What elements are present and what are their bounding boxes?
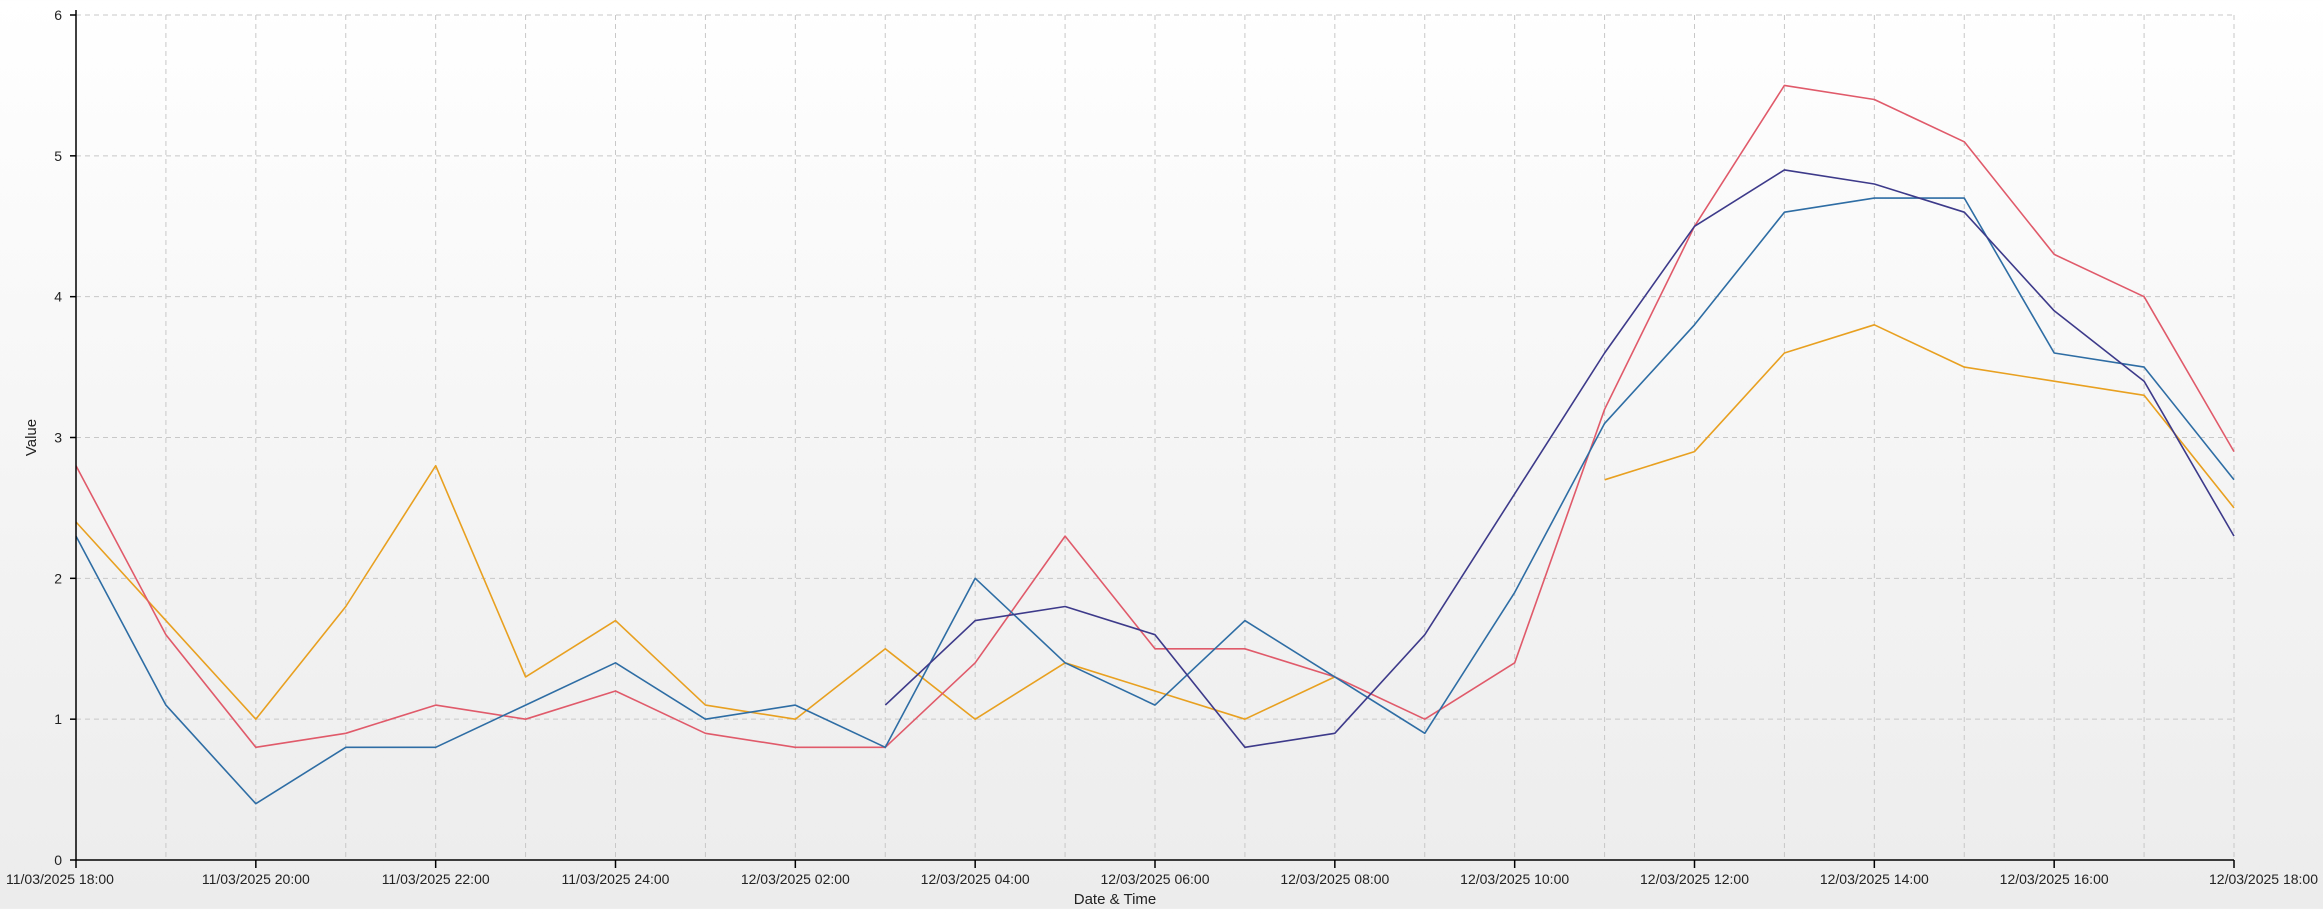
- x-tick-label: 12/03/2025 10:00: [1460, 871, 1569, 887]
- y-tick-label: 2: [54, 570, 62, 586]
- series-3-line: [75, 197, 2235, 805]
- x-tick-label: 11/03/2025 20:00: [202, 871, 310, 887]
- y-tick-label: 1: [54, 711, 62, 727]
- y-axis-title: Value: [23, 419, 40, 456]
- y-tick-label: 0: [54, 852, 62, 868]
- tick-labels: 0 1 2 3 4 5 6 11/03/2025 18:00 11/03/2025 20:00 1…: [6, 7, 2318, 887]
- x-tick-label: 11/03/2025 18:00: [6, 871, 114, 887]
- series-4-line: [884, 169, 2235, 749]
- series-1-line: [75, 464, 1336, 721]
- series-1-line: [1604, 323, 2235, 509]
- series-lines: [75, 84, 2235, 805]
- x-tick-label: 11/03/2025 22:00: [382, 871, 490, 887]
- axes: [75, 10, 2234, 861]
- x-tick-label: 12/03/2025 14:00: [1820, 871, 1929, 887]
- x-tick-label: 12/03/2025 16:00: [2000, 871, 2109, 887]
- x-tick-label: 12/03/2025 08:00: [1280, 871, 1389, 887]
- x-axis-title: Date & Time: [1074, 891, 1157, 908]
- x-tick-label: 11/03/2025 24:00: [562, 871, 670, 887]
- x-tick-label: 12/03/2025 02:00: [741, 871, 850, 887]
- x-tick-label: 12/03/2025 06:00: [1101, 871, 1210, 887]
- x-tick-label: 12/03/2025 04:00: [921, 871, 1030, 887]
- grid-lines: [76, 14, 2235, 860]
- y-tick-label: 6: [54, 7, 62, 23]
- x-tick-label: 12/03/2025 18:00: [2209, 871, 2318, 887]
- y-tick-label: 3: [54, 430, 62, 446]
- x-tick-label: 12/03/2025 12:00: [1640, 871, 1749, 887]
- y-tick-label: 5: [54, 148, 62, 164]
- series-2-line: [75, 84, 2235, 749]
- y-tick-label: 4: [54, 289, 62, 305]
